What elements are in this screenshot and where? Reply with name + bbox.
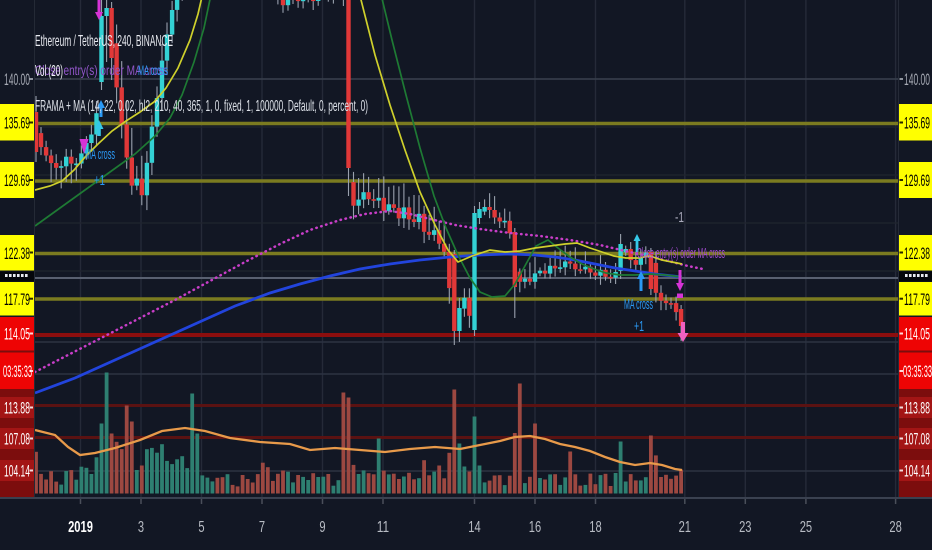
svg-text:Ethereum / TetherUS, 240, BINA: Ethereum / TetherUS, 240, BINANCE <box>35 33 173 50</box>
svg-text:21: 21 <box>679 519 691 536</box>
svg-text:122.38: 122.38 <box>4 244 30 263</box>
svg-text:129.69: 129.69 <box>904 171 930 190</box>
svg-text:135.69: 135.69 <box>904 113 930 132</box>
svg-text:Close entry(s) order MA cross: Close entry(s) order MA cross <box>637 245 725 262</box>
svg-text:107.08: 107.08 <box>4 430 30 449</box>
svg-text:129.69: 129.69 <box>4 171 30 190</box>
svg-text:5: 5 <box>198 519 204 536</box>
svg-text:14: 14 <box>468 519 480 536</box>
svg-text:16: 16 <box>529 519 541 536</box>
svg-text:114.05: 114.05 <box>904 325 930 344</box>
svg-text:23: 23 <box>739 519 751 536</box>
svg-text:117.79: 117.79 <box>904 290 930 309</box>
svg-text:25: 25 <box>800 519 812 536</box>
svg-text:113.88: 113.88 <box>904 399 930 418</box>
svg-text:107.08: 107.08 <box>904 430 930 449</box>
svg-text:135.69: 135.69 <box>4 113 30 132</box>
svg-text:Vol (20): Vol (20) <box>35 63 63 80</box>
svg-text:MA cross: MA cross <box>138 62 168 78</box>
svg-text:104.14: 104.14 <box>4 462 30 481</box>
svg-text:11: 11 <box>377 519 389 536</box>
svg-text:FRAMA + MA (14, 22, 0.02, hl2,: FRAMA + MA (14, 22, 0.02, hl2, 210, 40, … <box>35 98 368 115</box>
svg-text:117.79: 117.79 <box>4 290 30 309</box>
svg-text:03:35:33: 03:35:33 <box>903 362 932 381</box>
svg-text:MA cross: MA cross <box>624 296 653 313</box>
svg-text:-1: -1 <box>675 209 684 226</box>
svg-text:3: 3 <box>138 519 144 536</box>
svg-text:Close entry(s) order MA cross: Close entry(s) order MA cross <box>35 62 168 78</box>
svg-text:03:35:33: 03:35:33 <box>3 362 32 381</box>
svg-text:7: 7 <box>259 519 265 536</box>
svg-text:+1: +1 <box>634 318 644 335</box>
svg-text:+1: +1 <box>94 172 105 189</box>
svg-text:140.00: 140.00 <box>4 70 30 89</box>
svg-text:MA cross: MA cross <box>85 146 115 163</box>
svg-text:104.14: 104.14 <box>904 462 930 481</box>
svg-text:28: 28 <box>889 519 901 536</box>
svg-text:113.88: 113.88 <box>4 399 30 418</box>
svg-text:122.38: 122.38 <box>904 244 930 263</box>
svg-text:18: 18 <box>589 519 601 536</box>
svg-text:9: 9 <box>319 519 325 536</box>
svg-text:114.05: 114.05 <box>4 325 30 344</box>
svg-text:140.00: 140.00 <box>904 70 930 89</box>
svg-text:2019: 2019 <box>68 519 93 536</box>
